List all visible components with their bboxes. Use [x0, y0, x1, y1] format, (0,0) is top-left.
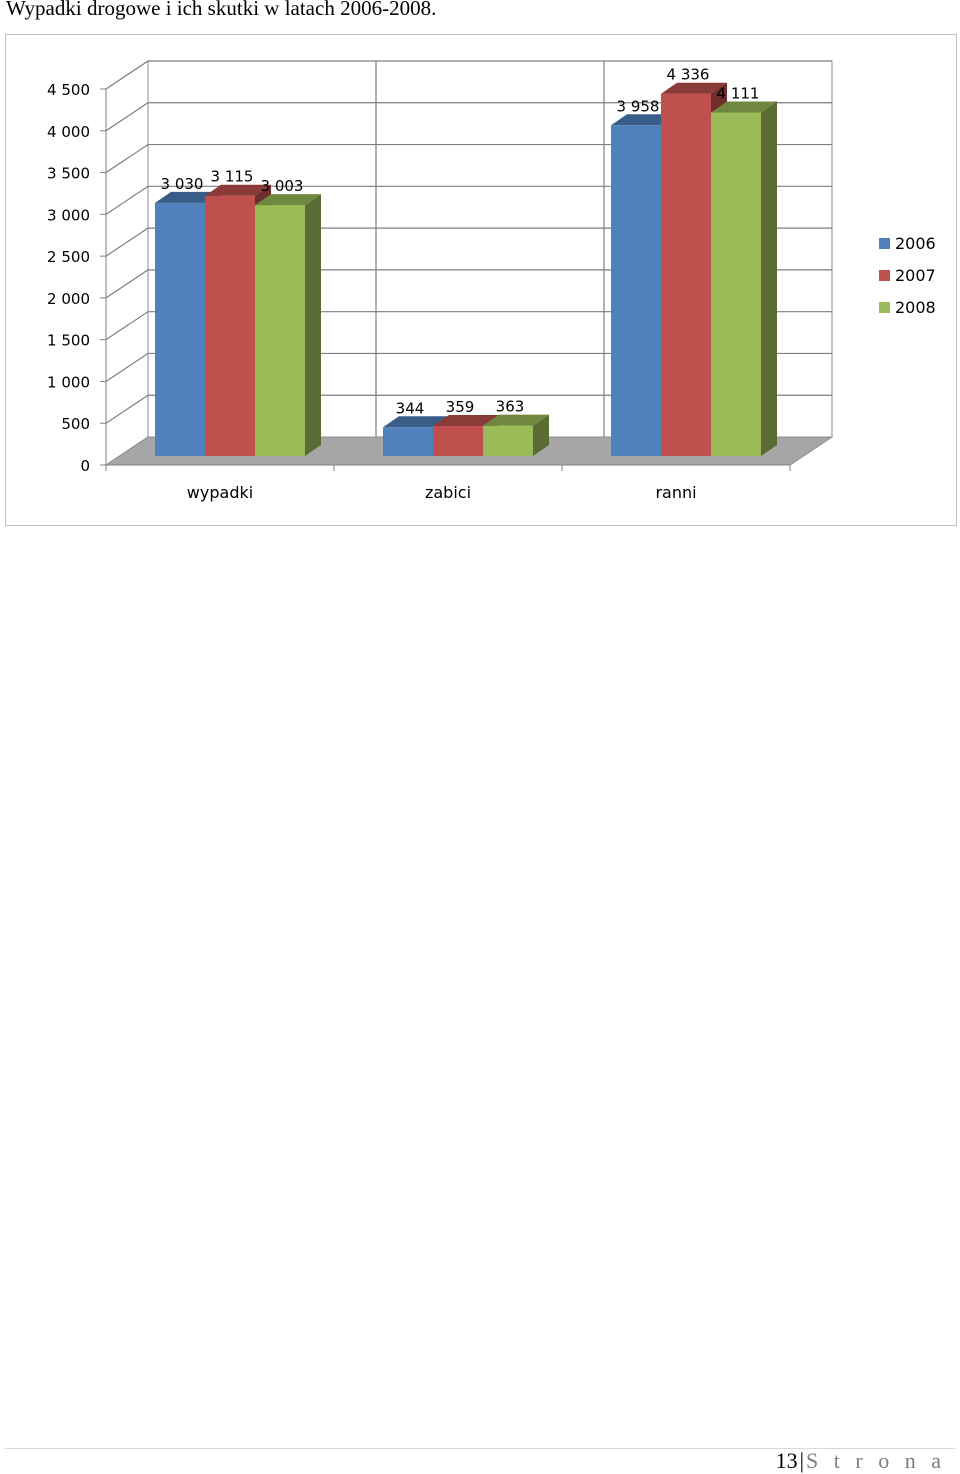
- page-separator: |: [799, 1448, 805, 1473]
- bar-front: [433, 426, 483, 456]
- bar-top: [205, 184, 271, 196]
- data-label: 4 111: [717, 85, 760, 103]
- data-label: 3 958: [617, 97, 660, 115]
- bar-2008-ranni: [711, 101, 777, 456]
- legend-swatch-2008: [879, 302, 890, 313]
- bar-top: [155, 191, 221, 203]
- side-wall: [105, 60, 149, 466]
- bar-front: [711, 112, 761, 456]
- data-label: 3 115: [211, 168, 254, 186]
- legend-swatch-2006: [879, 238, 890, 249]
- document-heading: Wypadki drogowe i ich skutki w latach 20…: [6, 0, 437, 20]
- y-tick-label: 1 000: [47, 373, 90, 391]
- legend-label-2007: 2007: [895, 266, 936, 285]
- y-tick-label: 3 500: [47, 165, 90, 183]
- bar-side: [533, 414, 549, 456]
- y-tick-label: 2 500: [47, 248, 90, 266]
- bar-2008-wypadki: [255, 194, 321, 456]
- bar-front: [661, 93, 711, 456]
- chart-legend: 2006 2007 2008: [879, 234, 936, 317]
- bar-front: [155, 202, 205, 456]
- bar-top: [255, 194, 321, 206]
- x-tick-label: wypadki: [187, 483, 253, 502]
- page-footer: 13|S t r o n a: [776, 1448, 946, 1474]
- data-label: 363: [496, 398, 525, 416]
- bar-top: [483, 414, 549, 426]
- y-tick-label: 0: [80, 457, 90, 475]
- bar-front: [383, 427, 433, 456]
- bar-side: [761, 101, 777, 456]
- data-label: 3 003: [261, 177, 304, 195]
- data-label: 344: [396, 399, 425, 417]
- bar-2008-zabici: [483, 414, 549, 456]
- bar-top: [383, 416, 449, 428]
- bar-front: [205, 195, 255, 457]
- y-tick-label: 4 500: [47, 81, 90, 99]
- y-tick-label: 1 500: [47, 332, 90, 350]
- bar-chart-3d: 0 500 1 000 1 500 2 000 2 500 3 000 3 500 4 000 4…: [47, 60, 936, 502]
- legend-swatch-2007: [879, 270, 890, 281]
- bar-front: [483, 425, 533, 456]
- bar-top: [661, 82, 727, 94]
- bar-top: [611, 114, 677, 126]
- y-tick-label: 4 000: [47, 123, 90, 141]
- legend-label-2006: 2006: [895, 234, 936, 253]
- chart-gridlines: [105, 60, 832, 437]
- y-tick-label: 2 000: [47, 290, 90, 308]
- chart-area: 0 500 1 000 1 500 2 000 2 500 3 000 3 500 4 000 4…: [5, 34, 957, 526]
- y-tick-label: 500: [61, 415, 90, 433]
- legend-label-2008: 2008: [895, 298, 936, 317]
- page-number: 13: [775, 1448, 798, 1473]
- data-label: 3 030: [161, 175, 204, 193]
- bar-front: [255, 205, 305, 456]
- y-tick-label: 3 000: [47, 206, 90, 224]
- x-tick-label: zabici: [425, 483, 471, 502]
- footer-divider: [5, 1448, 955, 1449]
- bar-top: [711, 101, 777, 113]
- data-label: 359: [446, 398, 475, 416]
- x-tick-label: ranni: [655, 483, 696, 502]
- chart-axes: 0 500 1 000 1 500 2 000 2 500 3 000 3 500 4 000 4…: [47, 81, 791, 502]
- bar-top: [433, 415, 499, 427]
- page-label: S t r o n a: [806, 1448, 946, 1473]
- data-label: 4 336: [667, 66, 710, 84]
- chart-data-labels: 3 030 3 115 3 003 344 359 363 3 958 4 336 4 111: [161, 66, 760, 418]
- bar-side: [305, 194, 321, 456]
- bar-front: [611, 125, 661, 456]
- chart-bars: [155, 82, 777, 457]
